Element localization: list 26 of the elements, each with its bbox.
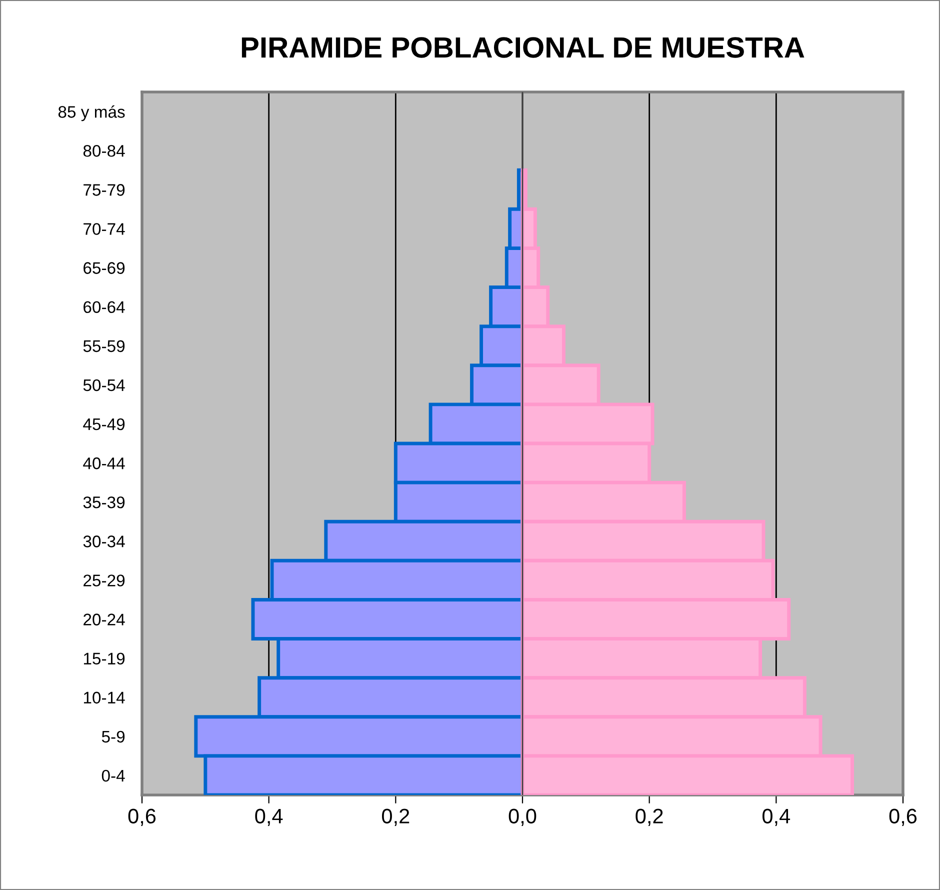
x-tick-label: 0,4 bbox=[762, 808, 790, 826]
y-tick-label: 0-4 bbox=[102, 770, 125, 782]
y-tick-label: 30-34 bbox=[83, 536, 125, 548]
y-tick-label: 45-49 bbox=[83, 418, 125, 430]
y-tick-label: 60-64 bbox=[84, 301, 125, 314]
y-tick-label: 80-84 bbox=[83, 144, 125, 157]
y-tick-label: 50-54 bbox=[83, 379, 125, 392]
y-tick-label: 65-69 bbox=[84, 262, 125, 274]
y-tick-label: 15-19 bbox=[84, 652, 125, 665]
y-tick-label: 20-24 bbox=[84, 614, 125, 626]
y-tick-label: 5-9 bbox=[102, 730, 125, 743]
y-tick-label: 35-39 bbox=[83, 496, 125, 508]
y-tick-label: 10-14 bbox=[84, 692, 125, 704]
chart-title: PIRAMIDE POBLACIONAL DE MUESTRA bbox=[242, 37, 804, 58]
y-tick-label: 55-59 bbox=[83, 340, 125, 352]
x-tick-label: 0,6 bbox=[889, 808, 917, 826]
y-tick-label: 75-79 bbox=[84, 184, 125, 196]
x-tick-label: 0,4 bbox=[255, 808, 283, 826]
x-tick-label: 0,2 bbox=[382, 808, 410, 826]
y-tick-label: 40-44 bbox=[83, 457, 125, 470]
y-tick-label: 70-74 bbox=[84, 223, 125, 235]
x-tick-label: 0,6 bbox=[128, 808, 156, 826]
y-tick-label: 85 y más bbox=[58, 105, 125, 122]
x-tick-label: 0,0 bbox=[508, 808, 536, 826]
y-tick-label: 25-29 bbox=[84, 574, 125, 586]
x-tick-label: 0,2 bbox=[636, 808, 663, 826]
